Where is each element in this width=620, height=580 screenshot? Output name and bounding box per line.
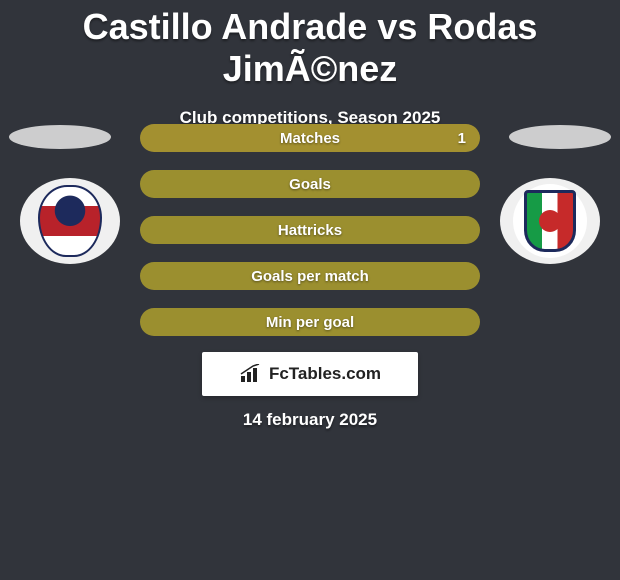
player-right-crest xyxy=(500,178,600,264)
club-crest-right-icon xyxy=(513,184,587,258)
stat-label: Hattricks xyxy=(278,222,342,239)
stat-value-right: 1 xyxy=(458,130,466,147)
player-left-name-pill xyxy=(9,125,111,149)
player-right-name-pill xyxy=(509,125,611,149)
source-label: FcTables.com xyxy=(269,364,381,384)
player-left-crest xyxy=(20,178,120,264)
stat-label: Goals xyxy=(289,176,331,193)
club-crest-left-icon xyxy=(38,185,102,257)
stat-row-min-per-goal: Min per goal xyxy=(140,308,480,336)
stat-row-goals-per-match: Goals per match xyxy=(140,262,480,290)
stat-label: Matches xyxy=(280,130,340,147)
stat-row-matches: Matches 1 xyxy=(140,124,480,152)
stat-label: Goals per match xyxy=(251,268,369,285)
stat-row-goals: Goals xyxy=(140,170,480,198)
source-tag: FcTables.com xyxy=(202,352,418,396)
stats-list: Matches 1 Goals Hattricks Goals per matc… xyxy=(140,124,480,354)
comparison-title: Castillo Andrade vs Rodas JimÃ©nez xyxy=(0,0,620,90)
bar-chart-icon xyxy=(239,364,265,384)
comparison-date: 14 february 2025 xyxy=(0,410,620,430)
stat-row-hattricks: Hattricks xyxy=(140,216,480,244)
stat-label: Min per goal xyxy=(266,314,354,331)
